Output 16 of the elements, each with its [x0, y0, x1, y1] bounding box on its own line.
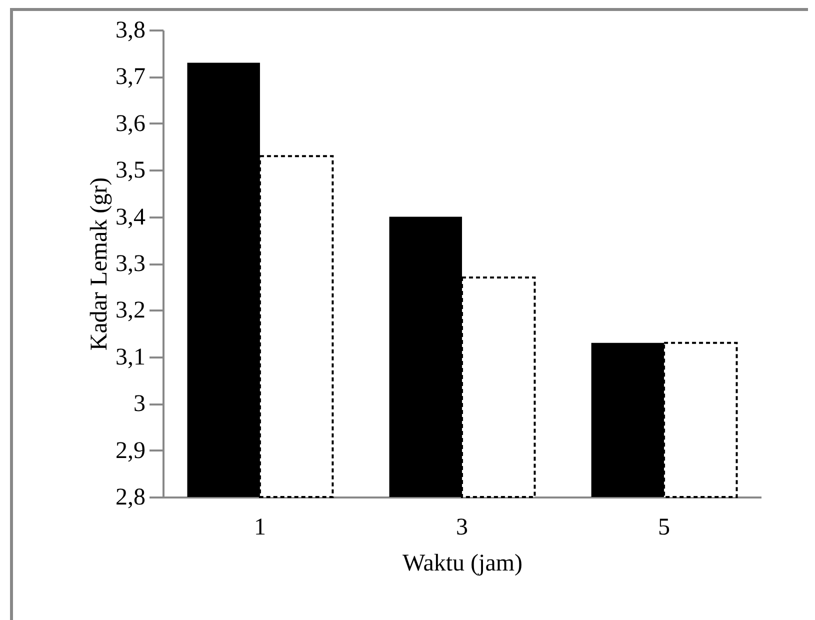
y-tick-label: 2,8 — [116, 484, 146, 510]
y-tick-label: 3,1 — [116, 344, 146, 370]
y-tick-label: 3,5 — [116, 158, 146, 184]
x-axis-title: Waktu (jam) — [402, 550, 523, 576]
x-tick-label: 1 — [254, 514, 266, 540]
y-tick-label: 3,2 — [116, 298, 146, 324]
x-tick-label: 3 — [456, 514, 468, 540]
y-tick-label: 3,4 — [116, 204, 146, 230]
y-tick-label: 3,3 — [116, 251, 146, 277]
y-tick-label: 3 — [134, 391, 146, 418]
x-tick-label: 5 — [658, 514, 670, 540]
y-tick-label: 3,6 — [116, 110, 146, 137]
y-tick-label: 3,8 — [116, 18, 146, 44]
y-tick-label: 2,9 — [116, 438, 146, 464]
y-tick-label: 3,7 — [116, 64, 146, 90]
y-axis-title: Kadar Lemak (gr) — [86, 177, 112, 351]
